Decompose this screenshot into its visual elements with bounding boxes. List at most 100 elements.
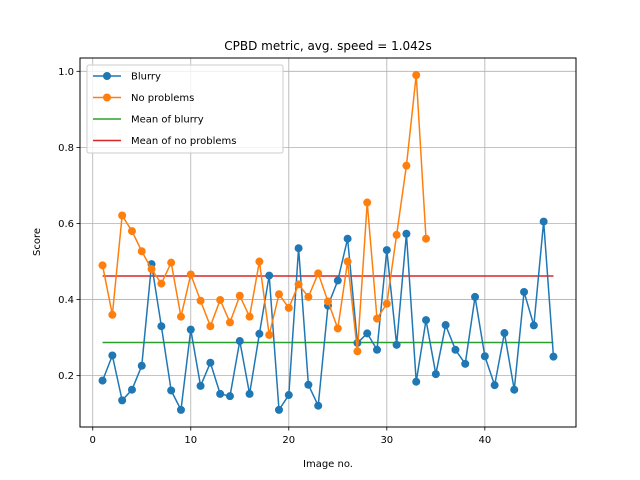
series-layer [98, 71, 558, 414]
blurry-point [363, 329, 372, 338]
y-axis-ticks: 0.2 0.4 0.6 0.8 1.0 [58, 67, 80, 382]
no-problems-point [245, 312, 254, 321]
no-problems-point [127, 227, 136, 236]
blurry-point [118, 396, 127, 405]
x-tick-label: 10 [184, 435, 197, 446]
series-blurry [98, 217, 558, 414]
no-problems-point [373, 314, 382, 323]
chart-title: CPBD metric, avg. speed = 1.042s [224, 39, 431, 53]
blurry-point [108, 351, 117, 360]
blurry-point [461, 359, 470, 368]
no-problems-point [333, 324, 342, 333]
blurry-point [441, 321, 450, 330]
blurry-point [127, 385, 136, 394]
blurry-point [343, 234, 352, 243]
legend-marker-blurry [103, 72, 111, 80]
blurry-point [137, 361, 146, 370]
plot-frame [79, 57, 577, 428]
no-problems-line [101, 74, 427, 353]
no-problems-point [147, 265, 156, 274]
blurry-point [167, 386, 176, 395]
no-problems-point [137, 247, 146, 256]
y-tick-label: 0.8 [58, 143, 74, 154]
legend-label-no-problems: No problems [131, 93, 194, 104]
no-problems-point [304, 292, 313, 301]
no-problems-point [324, 297, 332, 306]
no-problems-point [225, 318, 234, 327]
legend-frame [86, 64, 284, 154]
no-problems-point [284, 303, 293, 312]
blurry-point [333, 276, 342, 285]
no-problems-point [206, 322, 215, 331]
no-problems-point [274, 290, 283, 299]
blurry-point [529, 321, 538, 330]
blurry-point [520, 287, 529, 296]
blurry-point [431, 370, 440, 379]
blurry-point [284, 391, 293, 400]
no-problems-point [382, 299, 391, 308]
blurry-point [402, 229, 411, 238]
blurry-point [539, 217, 548, 226]
no-problems-point [314, 269, 323, 278]
blurry-point [186, 325, 195, 334]
no-problems-point [176, 312, 185, 321]
x-axis-label: Image no. [303, 459, 353, 470]
blurry-point [294, 244, 303, 253]
blurry-point [471, 292, 480, 301]
no-problems-point [216, 295, 225, 304]
y-axis-label: Score [32, 228, 43, 256]
blurry-point [373, 345, 382, 354]
legend-label-mean-of-no-problems: Mean of no problems [131, 136, 236, 147]
blurry-point [422, 316, 431, 325]
y-tick-label: 0.6 [58, 219, 74, 230]
blurry-point [206, 358, 215, 367]
blurry-point [314, 401, 323, 410]
blurry-point [510, 385, 519, 394]
blurry-point [265, 271, 274, 280]
blurry-point [412, 377, 421, 386]
blurry-point [235, 337, 244, 346]
blurry-point [500, 329, 509, 338]
no-problems-point [402, 161, 411, 170]
blurry-point [196, 381, 205, 390]
no-problems-point [363, 198, 372, 207]
no-problems-point [422, 234, 431, 243]
blurry-point [549, 352, 558, 361]
no-problems-point [392, 230, 401, 239]
blurry-point [392, 340, 401, 349]
no-problems-point [118, 211, 127, 220]
legend: Blurry No problems Mean of blurry Mean of n… [86, 64, 284, 154]
y-tick-label: 1.0 [58, 67, 74, 78]
no-problems-point [265, 330, 274, 339]
no-problems-point [186, 270, 195, 279]
x-axis-ticks: 0 10 20 30 40 [90, 427, 491, 446]
y-tick-label: 0.2 [58, 371, 74, 382]
legend-marker-no-problems [103, 93, 111, 102]
no-problems-point [167, 258, 176, 267]
no-problems-point [235, 291, 244, 300]
x-tick-label: 40 [478, 435, 491, 446]
no-problems-point [255, 257, 264, 266]
no-problems-point [353, 347, 362, 356]
series-no-problems [98, 71, 431, 356]
x-tick-label: 0 [90, 435, 96, 446]
blurry-point [382, 246, 391, 255]
no-problems-point [98, 261, 107, 270]
y-tick-label: 0.4 [58, 295, 74, 306]
blurry-point [255, 329, 264, 338]
no-problems-point [412, 71, 421, 80]
blurry-point [176, 405, 185, 414]
blurry-point [451, 345, 460, 354]
legend-label-blurry: Blurry [131, 72, 161, 83]
x-tick-label: 30 [380, 435, 393, 446]
blurry-point [98, 376, 107, 385]
blurry-point [245, 389, 254, 398]
blurry-point [274, 405, 283, 414]
blurry-point [157, 322, 166, 331]
no-problems-point [343, 257, 352, 266]
no-problems-point [196, 296, 205, 305]
legend-label-mean-of-blurry: Mean of blurry [131, 115, 204, 126]
no-problems-point [294, 280, 303, 289]
x-tick-label: 20 [282, 435, 295, 446]
